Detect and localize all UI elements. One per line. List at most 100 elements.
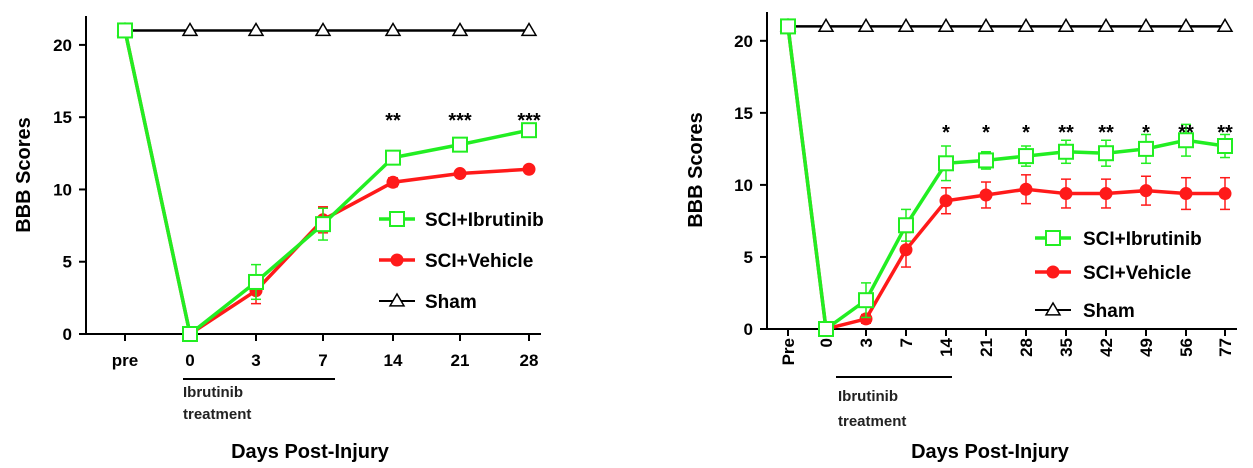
series-sci-vehicle [781,19,1232,336]
data-point [315,216,331,233]
treatment-label-line1: Ibrutinib [838,388,898,405]
series-line [123,30,530,337]
data-point [1017,17,1035,33]
data-point [1218,187,1232,201]
data-point [898,217,914,234]
data-point [1137,17,1155,33]
legend-entry: SCI+Ibrutinib [379,210,544,231]
data-point [452,136,468,153]
data-point [522,162,536,176]
data-point [1138,140,1154,157]
series-line [123,30,530,338]
series-sham [779,17,1234,33]
y-tick-label: 15 [734,104,753,123]
legend-marker [1045,230,1061,246]
significance-label: ** [1178,122,1194,144]
series-sham [116,21,538,37]
y-axis-label: BBB Scores [685,112,707,228]
x-tick-label: 21 [451,351,470,370]
y-tick-label: 10 [734,176,753,195]
data-point [314,21,332,37]
y-tick-label: 0 [63,325,72,344]
data-point [1057,17,1075,33]
x-tick-label: 14 [384,351,403,370]
data-point [939,194,953,208]
data-point [451,21,469,37]
x-axis-label: Days Post-Injury [911,441,1070,463]
treatment-label-line1: Ibrutinib [183,384,243,401]
y-tick-label: 15 [53,108,72,127]
y-tick-label: 5 [744,248,753,267]
x-tick-label: Pre [779,338,798,365]
data-point [897,17,915,33]
data-point [817,17,835,33]
significance-label: * [942,122,950,144]
data-point [386,175,400,189]
data-point [182,326,198,342]
legend-marker [390,253,404,267]
x-tick-label: pre [112,351,138,370]
significance-label: * [982,122,990,144]
data-point [899,243,913,257]
data-point [521,122,537,139]
x-tick-label: 7 [897,338,916,347]
data-point [1178,132,1194,149]
x-tick-label: 56 [1177,338,1196,357]
significance-label: ** [1217,122,1233,144]
data-point [979,188,993,202]
data-point [818,321,834,337]
data-point [453,167,467,181]
legend-marker [389,211,405,227]
legend-entry: SCI+Vehicle [379,251,533,272]
data-point [978,152,994,169]
x-tick-label: 14 [937,337,956,356]
legend-label: SCI+Vehicle [1083,263,1191,284]
x-tick-label: 49 [1137,338,1156,357]
chart-right: 0 5 10 15 20 Pre 0 3 7 14 21 28 35 42 49 56 77 BBB Scores… [685,12,1237,463]
data-point [858,292,874,309]
y-tick-label: 5 [63,253,72,272]
y-tick-label: 0 [744,320,753,339]
data-point [857,17,875,33]
legend-marker [1046,265,1060,279]
legend-label: Sham [425,292,477,313]
significance-label: ** [1058,122,1074,144]
series-sci-ibrutinib [780,18,1233,337]
y-axis-label: BBB Scores [13,117,35,233]
y-tick-label: 20 [53,36,72,55]
significance-label: *** [517,110,541,132]
data-point [1177,17,1195,33]
legend-label: SCI+Vehicle [425,251,533,272]
data-point [248,273,264,290]
data-point [1217,138,1233,155]
data-point [938,155,954,172]
legend-marker [1044,301,1062,316]
legend-entry: Sham [1035,301,1135,322]
data-point [977,17,995,33]
data-point [1179,187,1193,201]
data-point [1059,187,1073,201]
chart-left: 0 5 10 15 20 pre 0 3 7 14 21 28 BBB Scores Days Post-… [13,16,544,463]
x-tick-label: 28 [520,351,539,370]
legend-entry: SCI+Vehicle [1035,263,1191,284]
data-point [780,18,796,35]
data-point [1139,184,1153,198]
data-point [385,149,401,166]
x-tick-label: 28 [1017,338,1036,357]
data-point [247,21,265,37]
x-axis-label: Days Post-Injury [231,441,390,463]
data-point [181,21,199,37]
series-line [786,26,1225,332]
x-tick-label: 21 [977,338,996,357]
data-point [1019,182,1033,196]
data-point [117,22,133,39]
x-tick-label: 77 [1216,338,1235,357]
treatment-label-line2: treatment [838,413,906,430]
legend-label: Sham [1083,301,1135,322]
y-tick-label: 10 [53,180,72,199]
x-tick-label: 7 [318,351,327,370]
x-tick-label: 35 [1057,338,1076,357]
data-point [937,17,955,33]
legend-entry: Sham [379,292,477,313]
